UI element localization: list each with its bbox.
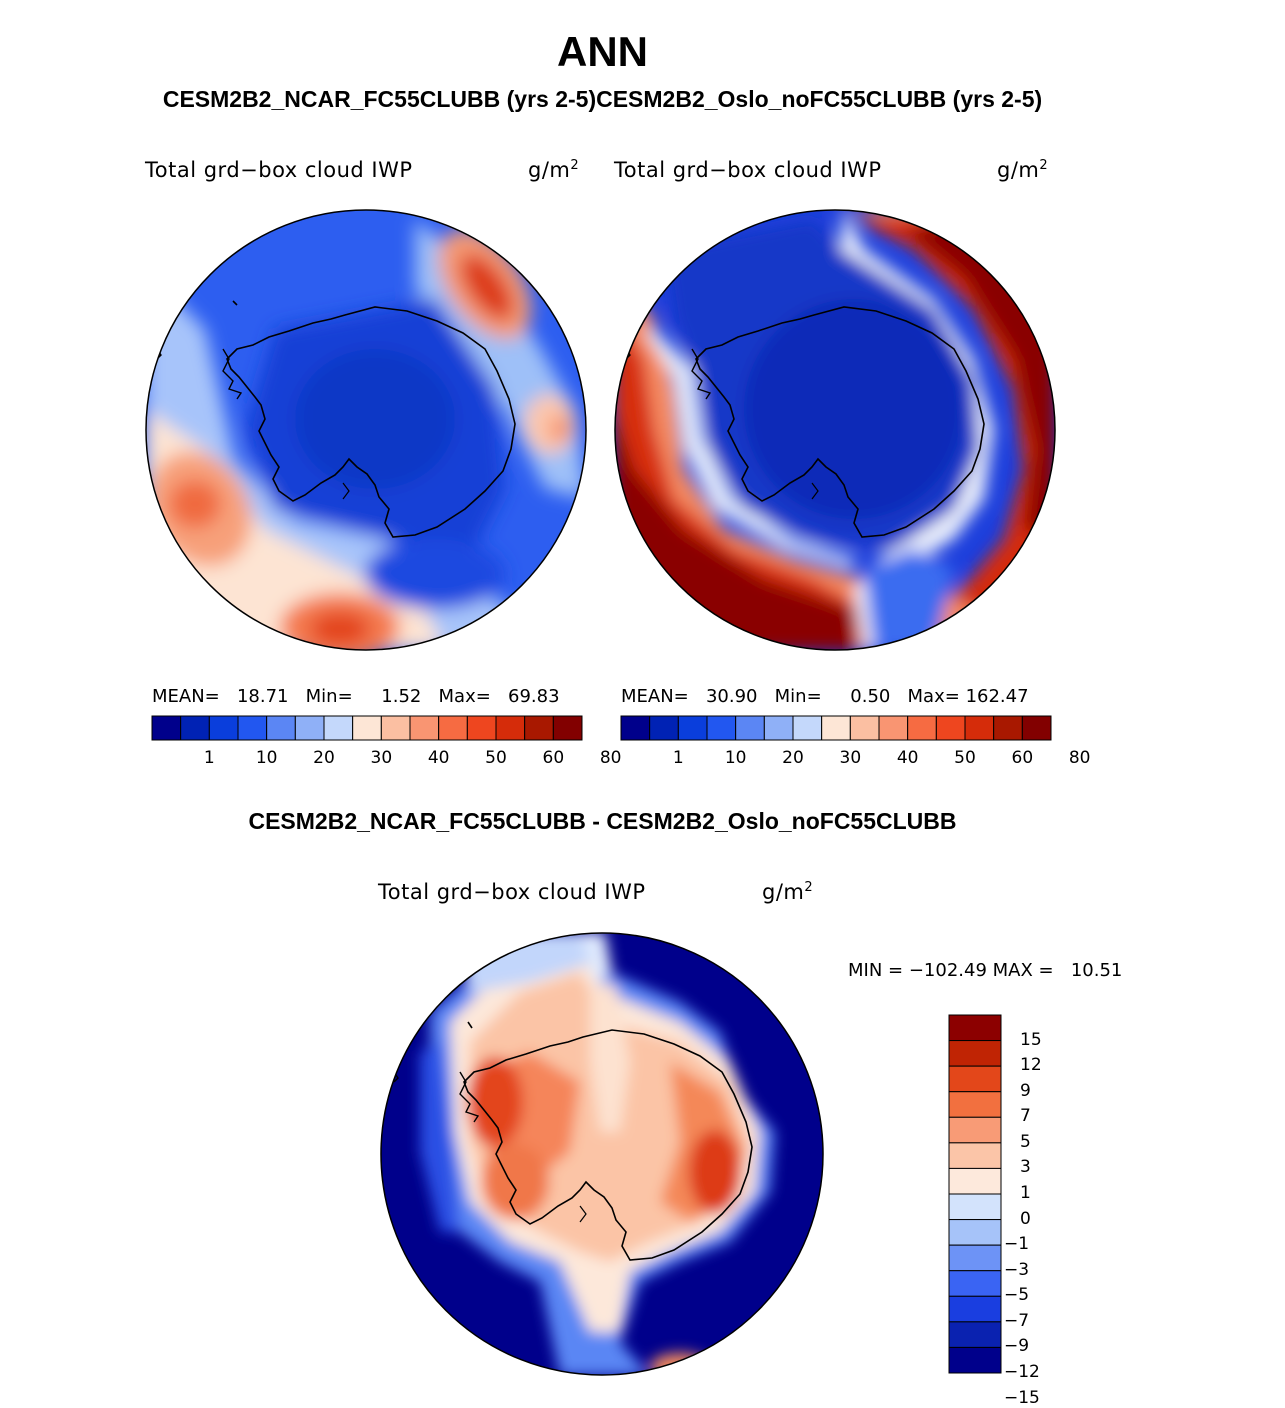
diff-colorbar-tick: −5 — [1004, 1285, 1030, 1306]
right-colorbar-tick: 30 — [839, 748, 862, 768]
diff-colorbar-box — [948, 1167, 1002, 1195]
case-comparison-title: CESM2B2_NCAR_FC55CLUBB (yrs 2-5)CESM2B2_… — [162, 86, 1043, 112]
left-colorbar-box — [380, 715, 411, 741]
left-colorbar-tick: 50 — [485, 748, 507, 768]
right-colorbar-tick: 50 — [954, 748, 976, 768]
diff-colorbar-tick: −12 — [1004, 1362, 1040, 1382]
left-colorbar-box — [552, 715, 583, 741]
right-colorbar-tick: 80 — [1068, 748, 1091, 768]
left-colorbar-box — [208, 715, 239, 741]
diff-colorbar-tick: 9 — [1020, 1080, 1031, 1101]
diff-colorbar-tick: 1 — [1020, 1183, 1031, 1203]
right-colorbar-tick: 60 — [1011, 748, 1034, 768]
right-variable-label: Total grd−box cloud IWP — [614, 158, 882, 182]
right-colorbar-box — [964, 715, 995, 741]
right-colorbar-box — [907, 715, 937, 741]
left-colorbar-tick: 10 — [255, 748, 278, 768]
diff-colorbar-box — [948, 1065, 1002, 1093]
left-colorbar-tick: 80 — [599, 748, 622, 768]
diff-colorbar-box — [948, 1142, 1002, 1169]
difference-polar-map — [380, 932, 824, 1376]
diff-colorbar-box — [948, 1116, 1002, 1144]
left-polar-map — [145, 209, 587, 651]
diff-colorbar-box — [948, 1014, 1002, 1042]
diff-colorbar-tick: 15 — [1020, 1029, 1042, 1050]
left-variable-label: Total grd−box cloud IWP — [145, 158, 413, 182]
left-colorbar-box — [323, 715, 354, 741]
left-units-label: g/m2 — [528, 158, 580, 182]
diff-colorbar — [948, 1014, 1002, 1374]
left-colorbar — [151, 715, 583, 741]
diff-colorbar-tick: −1 — [1004, 1234, 1030, 1255]
diff-colorbar-tick: −7 — [1004, 1310, 1030, 1331]
diff-colorbar-tick: 7 — [1020, 1106, 1031, 1127]
diff-colorbar-box — [948, 1219, 1002, 1246]
right-colorbar-tick: 1 — [672, 748, 684, 768]
right-units-label: g/m2 — [997, 158, 1049, 182]
left-colorbar-box — [352, 715, 382, 741]
diff-colorbar-tick: −9 — [1004, 1336, 1030, 1357]
right-colorbar-box — [935, 715, 966, 741]
diff-variable-label: Total grd−box cloud IWP — [378, 880, 646, 904]
diff-colorbar-tick: 5 — [1020, 1131, 1031, 1152]
diff-min-max: MIN = −102.49 MAX = 10.51 — [848, 960, 1123, 981]
left-colorbar-box — [180, 715, 210, 741]
right-colorbar-box — [677, 715, 708, 741]
right-colorbar-box — [620, 715, 651, 741]
right-colorbar-tick: 10 — [724, 748, 747, 768]
diff-colorbar-box — [948, 1270, 1002, 1297]
left-colorbar-tick: 30 — [370, 748, 393, 768]
diff-colorbar-ticks: 15 12 9 7 5 3 1 0 −1 −3 −5 −7 −9 −12 −15 — [1004, 1015, 1092, 1408]
right-stats: MEAN= 30.90 Min= 0.50 Max= 162.47 — [621, 686, 1029, 707]
diff-colorbar-box — [948, 1295, 1002, 1323]
right-colorbar-box — [1021, 715, 1052, 741]
diff-colorbar-tick: −15 — [1004, 1387, 1040, 1408]
left-colorbar-box — [151, 715, 182, 741]
diff-colorbar-box — [948, 1346, 1002, 1374]
right-colorbar-box — [649, 715, 679, 741]
diff-colorbar-tick: 12 — [1020, 1055, 1042, 1076]
right-colorbar-box — [735, 715, 765, 741]
left-colorbar-ticks: 1 10 20 30 40 50 60 80 — [152, 748, 622, 770]
left-colorbar-box — [495, 715, 526, 741]
right-colorbar-box — [706, 715, 737, 741]
difference-title: CESM2B2_NCAR_FC55CLUBB - CESM2B2_Oslo_no… — [248, 808, 957, 834]
left-colorbar-box — [266, 715, 296, 741]
left-colorbar-tick: 40 — [427, 748, 450, 768]
right-colorbar-box — [821, 715, 851, 741]
diff-colorbar-tick: 0 — [1020, 1208, 1031, 1229]
left-colorbar-box — [409, 715, 440, 741]
left-colorbar-tick: 20 — [313, 748, 335, 768]
right-colorbar-tick: 40 — [896, 748, 919, 768]
left-colorbar-box — [438, 715, 468, 741]
right-colorbar-box — [993, 715, 1023, 741]
left-colorbar-tick: 1 — [203, 748, 215, 768]
left-colorbar-box — [466, 715, 497, 741]
right-colorbar-box — [763, 715, 794, 741]
right-colorbar — [620, 715, 1052, 741]
left-colorbar-box — [294, 715, 325, 741]
right-polar-map — [614, 209, 1056, 651]
right-colorbar-tick: 20 — [782, 748, 804, 768]
left-colorbar-box — [237, 715, 268, 741]
diff-colorbar-tick: 3 — [1020, 1157, 1031, 1178]
left-stats: MEAN= 18.71 Min= 1.52 Max= 69.83 — [152, 686, 560, 707]
diff-colorbar-box — [948, 1244, 1002, 1272]
left-colorbar-tick: 60 — [542, 748, 565, 768]
diff-colorbar-box — [948, 1321, 1002, 1348]
diff-colorbar-box — [948, 1091, 1002, 1118]
right-colorbar-ticks: 1 10 20 30 40 50 60 80 — [621, 748, 1091, 770]
left-colorbar-box — [524, 715, 554, 741]
diff-colorbar-tick: −3 — [1004, 1259, 1030, 1280]
diff-colorbar-box — [948, 1193, 1002, 1221]
diff-colorbar-box — [948, 1040, 1002, 1067]
right-colorbar-box — [878, 715, 909, 741]
diff-units-label: g/m2 — [762, 880, 814, 904]
right-colorbar-box — [849, 715, 880, 741]
page-title: ANN — [557, 28, 648, 75]
right-colorbar-box — [792, 715, 823, 741]
